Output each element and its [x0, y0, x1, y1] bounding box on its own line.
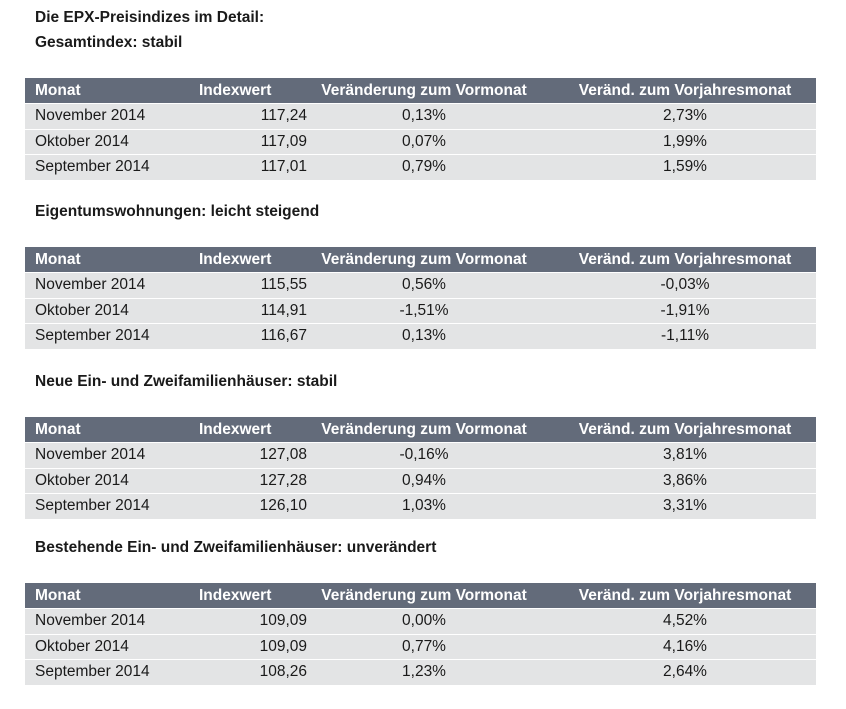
- table-row: September 2014 117,01 0,79% 1,59%: [25, 155, 816, 181]
- cell-index: 127,08: [259, 446, 307, 464]
- header-yoy: Veränd. zum Vorjahresmonat: [578, 420, 792, 438]
- cell-yoy: 3,31%: [663, 497, 707, 515]
- cell-mom: -1,51%: [399, 301, 449, 319]
- table-row: November 2014 117,24 0,13% 2,73%: [25, 104, 816, 130]
- header-mom: Veränderung zum Vormonat: [321, 81, 527, 99]
- table-bestehende-efh: Monat Indexwert Veränderung zum Vormonat…: [25, 583, 816, 686]
- header-index: Indexwert: [199, 81, 272, 99]
- cell-month: September 2014: [35, 497, 150, 515]
- cell-month: November 2014: [35, 276, 146, 294]
- table-row: November 2014 115,55 0,56% -0,03%: [25, 273, 816, 299]
- cell-mom: 1,23%: [402, 663, 446, 681]
- header-index: Indexwert: [199, 250, 272, 268]
- cell-mom: 0,13%: [402, 327, 446, 345]
- cell-month: Oktober 2014: [35, 471, 129, 489]
- header-month: Monat: [35, 586, 81, 604]
- header-month: Monat: [35, 81, 81, 99]
- cell-index: 116,67: [260, 327, 307, 345]
- cell-mom: 0,00%: [402, 612, 446, 630]
- cell-yoy: 4,16%: [663, 637, 707, 655]
- cell-yoy: 1,99%: [663, 132, 707, 150]
- cell-index: 109,09: [259, 612, 307, 630]
- cell-month: November 2014: [35, 107, 146, 125]
- table-header-row: Monat Indexwert Veränderung zum Vormonat…: [25, 583, 816, 609]
- cell-month: November 2014: [35, 446, 146, 464]
- cell-mom: 0,77%: [402, 637, 446, 655]
- header-mom: Veränderung zum Vormonat: [321, 250, 527, 268]
- section-heading-neue-efh: Neue Ein- und Zweifamilienhäuser: stabil: [35, 373, 338, 390]
- table-row: Oktober 2014 127,28 0,94% 3,86%: [25, 468, 816, 494]
- cell-month: Oktober 2014: [35, 301, 129, 319]
- table-neue-efh: Monat Indexwert Veränderung zum Vormonat…: [25, 417, 816, 520]
- cell-index: 126,10: [259, 497, 307, 515]
- cell-month: September 2014: [35, 158, 150, 176]
- cell-month: September 2014: [35, 663, 150, 681]
- table-gesamtindex: Monat Indexwert Veränderung zum Vormonat…: [25, 78, 816, 181]
- header-mom: Veränderung zum Vormonat: [321, 420, 527, 438]
- cell-index: 117,09: [260, 132, 307, 150]
- table-header-row: Monat Indexwert Veränderung zum Vormonat…: [25, 417, 816, 443]
- cell-mom: 1,03%: [402, 497, 446, 515]
- section-heading-gesamtindex: Gesamtindex: stabil: [35, 34, 183, 51]
- cell-mom: 0,07%: [402, 132, 446, 150]
- table-row: November 2014 109,09 0,00% 4,52%: [25, 609, 816, 635]
- cell-month: September 2014: [35, 327, 150, 345]
- cell-index: 117,01: [260, 158, 307, 176]
- table-eigentumswohnungen: Monat Indexwert Veränderung zum Vormonat…: [25, 247, 816, 350]
- cell-index: 108,26: [259, 663, 307, 681]
- table-row: November 2014 127,08 -0,16% 3,81%: [25, 443, 816, 469]
- page-title: Die EPX-Preisindizes im Detail:: [35, 9, 265, 26]
- cell-yoy: 2,73%: [663, 107, 707, 125]
- cell-mom: 0,13%: [402, 107, 446, 125]
- cell-mom: 0,56%: [402, 276, 446, 294]
- header-yoy: Veränd. zum Vorjahresmonat: [578, 586, 792, 604]
- cell-month: November 2014: [35, 612, 146, 630]
- header-month: Monat: [35, 420, 81, 438]
- cell-index: 115,55: [260, 276, 307, 294]
- cell-mom: -0,16%: [399, 446, 449, 464]
- cell-yoy: 3,81%: [663, 446, 707, 464]
- table-row: Oktober 2014 114,91 -1,51% -1,91%: [25, 298, 816, 324]
- cell-index: 127,28: [259, 471, 307, 489]
- cell-yoy: -1,91%: [660, 301, 710, 319]
- cell-yoy: 2,64%: [663, 663, 707, 681]
- cell-month: Oktober 2014: [35, 637, 129, 655]
- table-header-row: Monat Indexwert Veränderung zum Vormonat…: [25, 247, 816, 273]
- cell-yoy: -0,03%: [660, 276, 710, 294]
- cell-index: 109,09: [259, 637, 307, 655]
- header-index: Indexwert: [199, 420, 272, 438]
- header-index: Indexwert: [199, 586, 272, 604]
- cell-mom: 0,79%: [402, 158, 446, 176]
- header-month: Monat: [35, 250, 81, 268]
- cell-yoy: 3,86%: [663, 471, 707, 489]
- header-yoy: Veränd. zum Vorjahresmonat: [578, 250, 792, 268]
- cell-index: 114,91: [260, 301, 307, 319]
- cell-index: 117,24: [260, 107, 307, 125]
- header-mom: Veränderung zum Vormonat: [321, 586, 527, 604]
- cell-yoy: 4,52%: [663, 612, 707, 630]
- table-header-row: Monat Indexwert Veränderung zum Vormonat…: [25, 78, 816, 104]
- section-heading-eigentumswohnungen: Eigentumswohnungen: leicht steigend: [35, 203, 320, 220]
- table-row: Oktober 2014 117,09 0,07% 1,99%: [25, 129, 816, 155]
- section-heading-bestehende-efh: Bestehende Ein- und Zweifamilienhäuser: …: [35, 539, 437, 556]
- cell-yoy: 1,59%: [663, 158, 707, 176]
- table-row: September 2014 108,26 1,23% 2,64%: [25, 660, 816, 686]
- table-row: Oktober 2014 109,09 0,77% 4,16%: [25, 634, 816, 660]
- header-yoy: Veränd. zum Vorjahresmonat: [578, 81, 792, 99]
- table-row: September 2014 126,10 1,03% 3,31%: [25, 494, 816, 520]
- table-row: September 2014 116,67 0,13% -1,11%: [25, 324, 816, 350]
- cell-yoy: -1,11%: [661, 327, 709, 345]
- cell-mom: 0,94%: [402, 471, 446, 489]
- cell-month: Oktober 2014: [35, 132, 129, 150]
